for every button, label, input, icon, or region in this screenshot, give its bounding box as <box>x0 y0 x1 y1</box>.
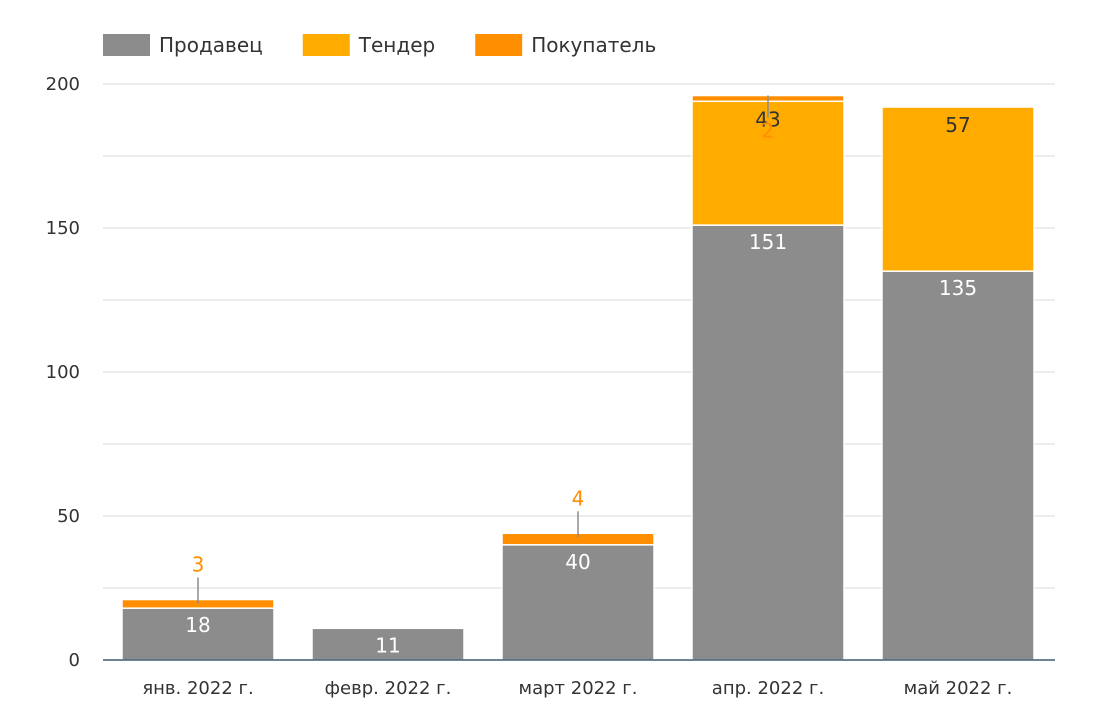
data-label-seller: 151 <box>749 230 787 254</box>
legend-swatch <box>475 34 523 56</box>
legend-label: Тендер <box>358 33 435 57</box>
data-label-seller: 135 <box>939 276 977 300</box>
bar-segment-seller <box>121 607 275 661</box>
data-label-tender: 57 <box>945 113 970 137</box>
data-label-seller: 11 <box>375 633 400 657</box>
x-tick-label: март 2022 г. <box>519 678 638 699</box>
data-label-seller: 18 <box>185 613 210 637</box>
gridlines <box>103 83 1055 589</box>
y-tick-label: 100 <box>46 362 80 383</box>
data-label-buyer: 4 <box>572 486 585 510</box>
y-tick-label: 150 <box>46 218 80 239</box>
bar-segment-tender <box>691 100 845 226</box>
legend-swatch <box>302 34 350 56</box>
data-label-buyer: 3 <box>192 553 205 577</box>
x-tick-label: апр. 2022 г. <box>712 678 824 699</box>
y-tick-label: 0 <box>69 650 80 671</box>
legend-item-tender[interactable]: Тендер <box>302 33 435 57</box>
bar-segment-seller <box>881 270 1035 661</box>
axes: 0 50 100 150 200 янв. 2022 г. февр. 2022 г. мар… <box>46 74 1055 699</box>
data-label-seller: 40 <box>565 550 590 574</box>
legend-item-buyer[interactable]: Покупатель <box>475 33 656 57</box>
y-tick-label: 50 <box>57 506 80 527</box>
legend-swatch <box>103 34 150 56</box>
x-tick-label: май 2022 г. <box>904 678 1013 699</box>
bar-segment-tender <box>881 106 1035 272</box>
bar-segment-seller <box>501 544 655 661</box>
bar-segment-seller <box>691 224 845 661</box>
bars <box>121 94 1035 661</box>
legend-item-seller[interactable]: Продавец <box>103 33 263 57</box>
legend: Продавец Тендер Покупатель <box>103 33 656 57</box>
legend-label: Продавец <box>159 33 263 57</box>
legend-label: Покупатель <box>531 33 656 57</box>
x-tick-label: февр. 2022 г. <box>325 678 452 699</box>
data-label-buyer: 2 <box>762 119 775 143</box>
y-tick-label: 200 <box>46 74 80 95</box>
x-tick-label: янв. 2022 г. <box>142 678 253 699</box>
